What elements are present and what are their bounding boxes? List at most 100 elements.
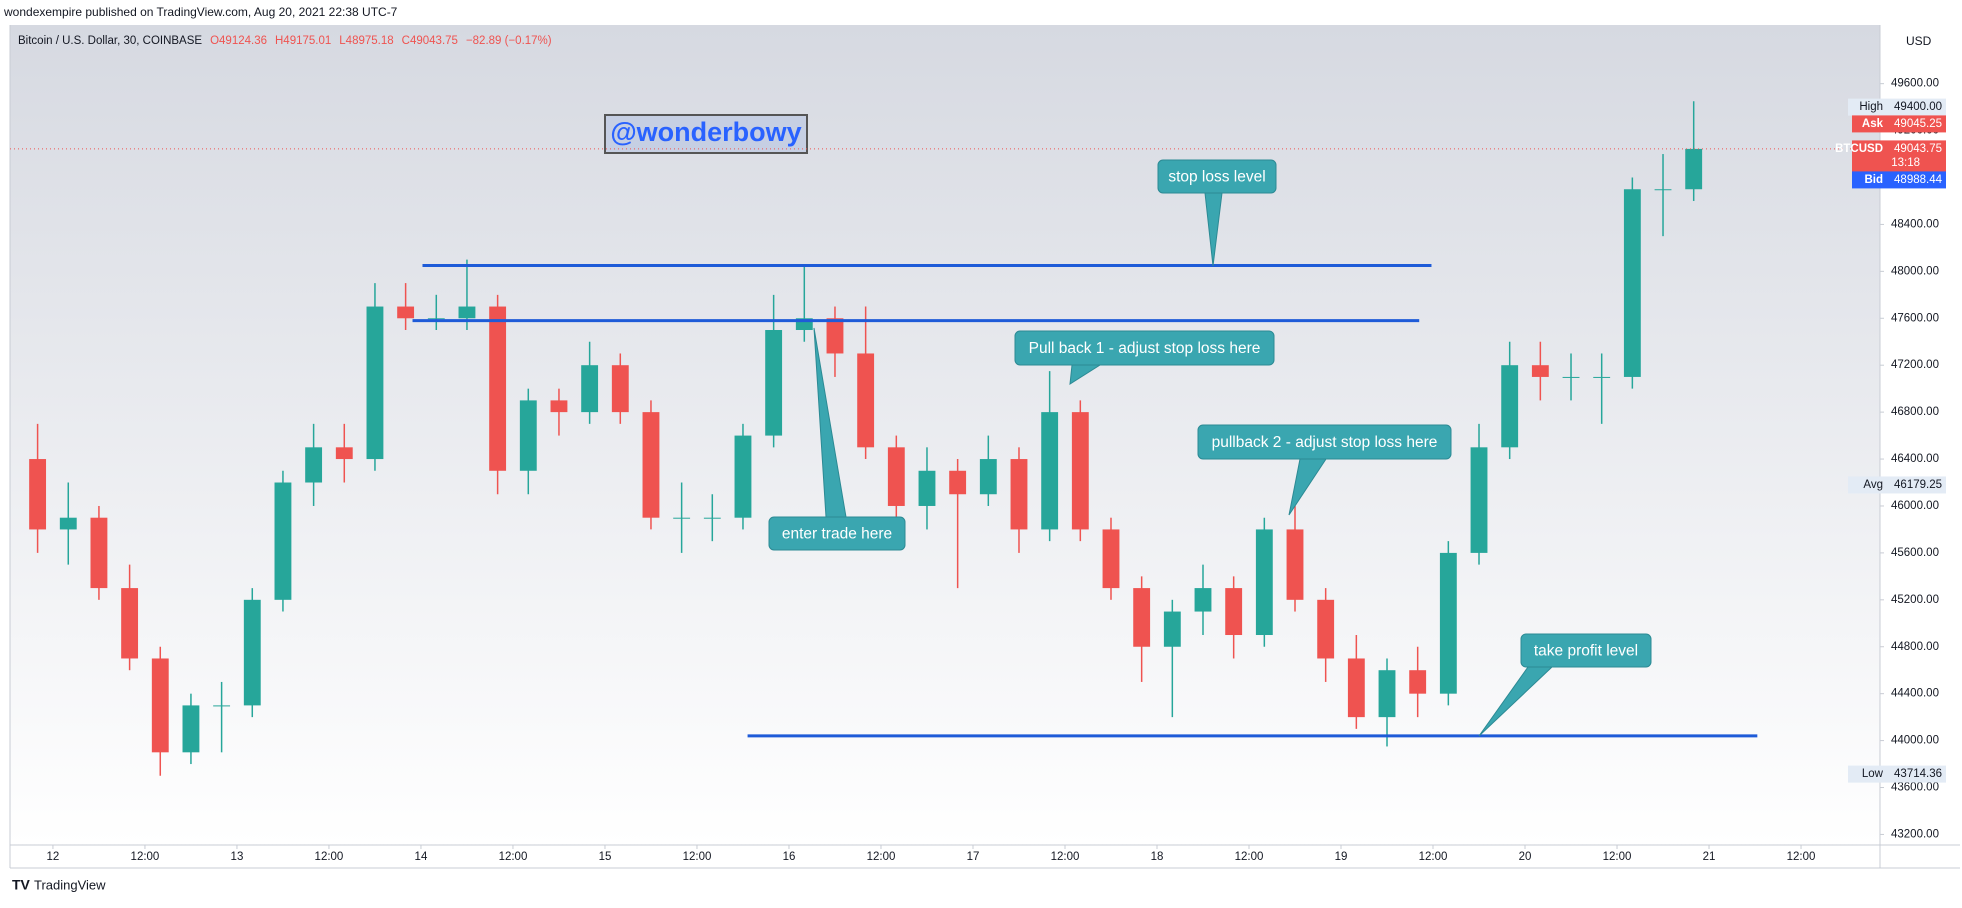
y-tick-label: 46000.00 [1891,500,1939,512]
brand-logo: TV [12,877,31,893]
candle-body [243,599,261,706]
callout: Pull back 1 - adjust stop loss here [1014,330,1275,385]
price-tag: Ask 49045.25 [1852,115,1946,133]
watermark: @wonderbowy [610,117,801,147]
y-tick-label: 48400.00 [1891,218,1939,230]
candle-body [765,330,783,436]
y-tick-label: 44000.00 [1891,735,1939,747]
candle-body [1685,148,1703,190]
y-tick-label: 44400.00 [1891,688,1939,700]
ohlc-open: O49124.36 [210,35,267,47]
y-tick-label: 49600.00 [1891,78,1939,90]
x-tick-label: 12:00 [315,851,344,863]
callout: stop loss level [1157,159,1277,267]
plot-background [10,25,1880,845]
price-tag-bg [1852,140,1946,173]
ohlc-change: −82.89 (−0.17%) [466,35,552,47]
x-tick-label: 17 [967,851,980,863]
candle-body [182,705,200,753]
x-tick-label: 12:00 [499,851,528,863]
callout-box [1197,424,1452,460]
price-tag: Avg 46179.25 [1848,476,1946,494]
callout: enter trade here [768,327,906,551]
callout-box [1157,159,1277,194]
watermark-box [604,114,808,154]
x-tick-label: 16 [783,851,796,863]
candle-body [90,517,108,589]
candle-body [1409,670,1427,694]
price-tag: High 49400.00 [1848,98,1946,116]
currency: USD [1906,34,1932,48]
price-tag-value: 46179.25 [1894,479,1942,491]
x-tick-label: 12:00 [1235,851,1264,863]
callout: take profit level [1478,633,1652,737]
ohlc-high: H49175.01 [275,35,331,47]
candle-body [519,400,537,471]
price-tag: BTCUSD 49043.75 13:18 [1835,140,1946,173]
candle-body [550,400,568,413]
brand: TV TradingView [12,877,106,893]
candle-body [642,412,660,518]
callout-text: Pull back 1 - adjust stop loss here [1029,340,1261,357]
legend-line: Bitcoin / U.S. Dollar, 30, COINBASE O4912… [18,35,552,47]
candle-body [703,517,721,519]
candle-body [1225,588,1243,636]
x-tick-label: 18 [1151,851,1164,863]
x-tick-label: 19 [1335,851,1348,863]
candle-body [1041,412,1059,530]
candle-body [213,705,231,707]
y-tick-label: 43600.00 [1891,782,1939,794]
x-tick-label: 12:00 [1603,851,1632,863]
price-tag-value-bg [1884,98,1946,116]
y-tick-label: 45200.00 [1891,594,1939,606]
candle-body [673,517,691,519]
candle-body [151,658,169,753]
x-tick-label: 12:00 [1419,851,1448,863]
candle-body [1501,365,1519,448]
candle-body [857,353,875,448]
callout-text: take profit level [1534,643,1638,660]
price-tag: Low 43714.36 [1848,765,1946,783]
callout: pullback 2 - adjust stop loss here [1197,424,1452,516]
callout-text: pullback 2 - adjust stop loss here [1212,434,1438,451]
y-tick-label: 44800.00 [1891,641,1939,653]
price-tag-name-bg [1848,765,1884,783]
y-tick-label: 45600.00 [1891,547,1939,559]
candle-body [795,318,813,331]
price-tag-value: 49043.75 [1894,143,1942,155]
price-tag-name: High [1859,101,1883,113]
y-tick-label: 47600.00 [1891,312,1939,324]
x-tick-label: 12 [47,851,60,863]
y-tick-label: 43200.00 [1891,828,1939,840]
x-tick-label: 15 [599,851,612,863]
candle-body [1439,552,1457,694]
published-line: wondexempire published on TradingView.co… [3,5,398,19]
candle-body [29,459,47,530]
price-tag: Bid 48988.44 [1852,171,1946,189]
y-tick-label: 46800.00 [1891,406,1939,418]
callout-box [1014,330,1275,366]
candle-body [826,318,844,354]
price-tag-name: Ask [1862,118,1884,130]
price-tag-name: Low [1862,768,1884,780]
candle-body [581,365,599,413]
candle-body [1071,412,1089,530]
candle-body [887,447,905,506]
x-tick-label: 21 [1703,851,1716,863]
callout-text: enter trade here [782,526,892,543]
candle-body [1194,588,1212,612]
x-tick-label: 20 [1519,851,1532,863]
candle-body [305,447,323,483]
ohlc-low: L48975.18 [339,35,393,47]
price-tag-name: Avg [1863,479,1883,491]
candle-body [979,459,997,495]
candle-body [1255,529,1273,636]
candle-body [427,318,445,320]
candle-body [918,470,936,506]
price-tag-value: 49045.25 [1894,118,1942,130]
price-tag-name: BTCUSD [1835,143,1883,155]
candle-body [335,447,353,460]
candle-body [1102,529,1120,589]
